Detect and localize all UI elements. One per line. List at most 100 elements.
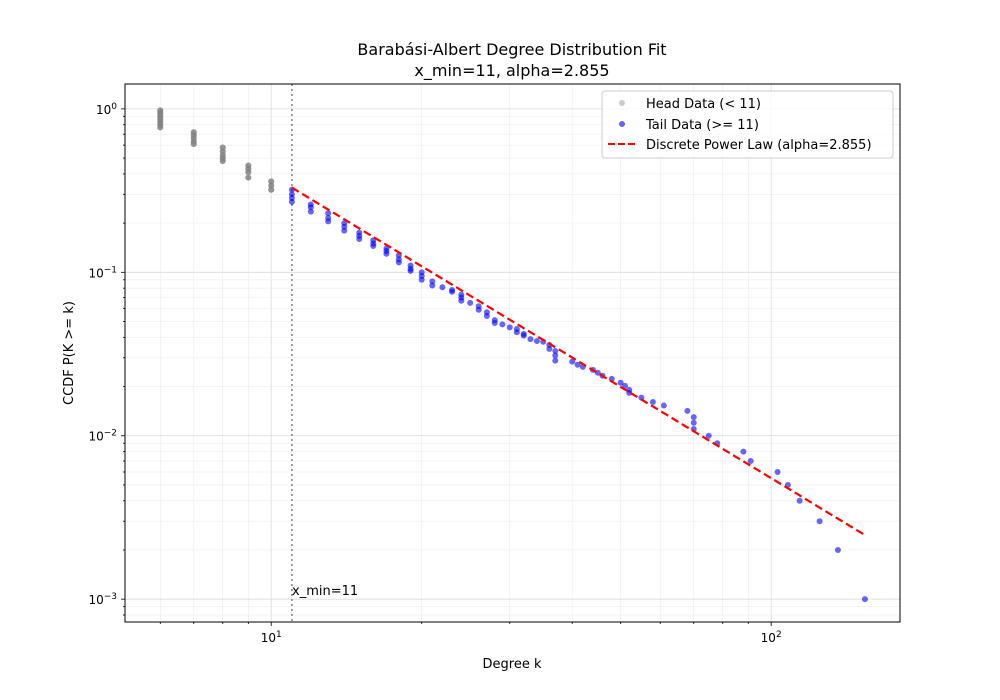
head-data-point: [219, 152, 226, 159]
head-data-point: [157, 121, 164, 128]
tail-data-point: [458, 297, 465, 304]
head-data-point: [157, 109, 164, 116]
head-data-point: [190, 140, 197, 147]
head-data-point: [219, 152, 226, 159]
tail-data-point: [325, 218, 332, 225]
head-data-point: [190, 132, 197, 139]
head-data-point: [219, 144, 226, 151]
tail-data-point: [429, 282, 436, 289]
tail-data-point: [747, 458, 754, 465]
tail-data-point: [491, 319, 498, 326]
legend-tail-label: Tail Data (>= 11): [645, 118, 759, 133]
head-data-point: [245, 169, 252, 176]
head-data-point: [245, 169, 252, 176]
tail-data-point: [356, 235, 363, 242]
head-data-point: [157, 111, 164, 118]
tail-data-point: [475, 306, 482, 313]
tail-data-point: [546, 345, 553, 352]
tail-data-point: [552, 357, 559, 364]
head-data-point: [157, 124, 164, 131]
tail-data-point: [407, 267, 414, 274]
head-data-point: [245, 162, 252, 169]
head-data-point: [245, 162, 252, 169]
legend-head-label: Head Data (< 11): [646, 97, 761, 112]
head-data-point: [190, 140, 197, 147]
head-data-point: [157, 121, 164, 128]
head-data-point: [190, 138, 197, 145]
tail-data-point: [617, 379, 624, 386]
head-data-point: [157, 116, 164, 123]
head-data-point: [245, 174, 252, 181]
head-data-point: [219, 148, 226, 155]
head-data-point: [219, 155, 226, 162]
tail-data-point: [370, 242, 377, 249]
tail-data-point: [467, 299, 474, 306]
head-data-point: [245, 165, 252, 172]
head-data-point: [268, 186, 275, 193]
head-data-point: [157, 121, 164, 128]
legend-fit-label: Discrete Power Law (alpha=2.855): [646, 138, 872, 153]
grid: [125, 84, 900, 622]
head-data-point: [157, 119, 164, 126]
tail-data-point: [552, 348, 559, 355]
head-data-point: [190, 140, 197, 147]
tail-data-point: [383, 250, 390, 257]
tail-data-point: [816, 518, 823, 525]
head-data-point: [268, 182, 275, 189]
head-data-point: [157, 114, 164, 121]
head-data-point: [268, 182, 275, 189]
x-tick-label: 101: [261, 630, 282, 645]
tail-data-point: [574, 361, 581, 368]
tail-data-point: [483, 313, 490, 320]
legend-box: [601, 90, 894, 159]
legend: Head Data (< 11) Tail Data (>= 11) Discr…: [601, 90, 894, 159]
head-data-point: [245, 174, 252, 181]
head-data-point: [157, 107, 164, 114]
y-tick-label: 10−2: [88, 429, 117, 444]
tail-data-point: [307, 208, 314, 215]
head-data-point: [157, 116, 164, 123]
xmin-annotation: x_min=11: [292, 584, 358, 599]
tail-data-point: [395, 259, 402, 266]
x-tick-label: 102: [761, 630, 782, 645]
tail-data-point: [325, 210, 332, 217]
tail-data-point: [527, 336, 534, 343]
head-data-point: [157, 119, 164, 126]
tail-data-point: [552, 352, 559, 359]
head-data-point: [157, 109, 164, 116]
tail-data-point: [861, 596, 868, 603]
tail-data-point: [690, 419, 697, 426]
plot-marks: [157, 84, 868, 622]
tail-data-point: [439, 284, 446, 291]
head-data-point: [245, 162, 252, 169]
head-data-point: [190, 129, 197, 136]
head-data-point: [190, 129, 197, 136]
head-data-point: [268, 178, 275, 185]
head-data-point: [219, 148, 226, 155]
head-data-point: [190, 135, 197, 142]
y-tick-label: 100: [96, 102, 117, 117]
y-axis-label: CCDF P(K >= k): [62, 301, 77, 405]
head-data-point: [219, 155, 226, 162]
ticks: 101 102 100 10−1 10−2 10−3: [88, 102, 781, 645]
legend-head-marker: [619, 100, 625, 106]
head-data-point: [157, 124, 164, 131]
head-data-point: [157, 116, 164, 123]
head-data-point: [268, 178, 275, 185]
head-data-point: [219, 157, 226, 164]
head-data-point: [219, 155, 226, 162]
head-data-point: [190, 132, 197, 139]
head-data-point: [157, 107, 164, 114]
head-data-point: [157, 111, 164, 118]
chart-title: Barabási-Albert Degree Distribution Fit: [357, 40, 666, 59]
head-data-point: [190, 129, 197, 136]
head-data-point: [268, 186, 275, 193]
y-tick-label: 10−3: [88, 592, 117, 607]
head-data-point: [268, 186, 275, 193]
head-data-point: [245, 165, 252, 172]
tail-data-point: [705, 432, 712, 439]
head-data-point: [219, 144, 226, 151]
tail-data-point: [418, 276, 425, 283]
head-data-point: [245, 169, 252, 176]
tail-data-point: [740, 448, 747, 455]
